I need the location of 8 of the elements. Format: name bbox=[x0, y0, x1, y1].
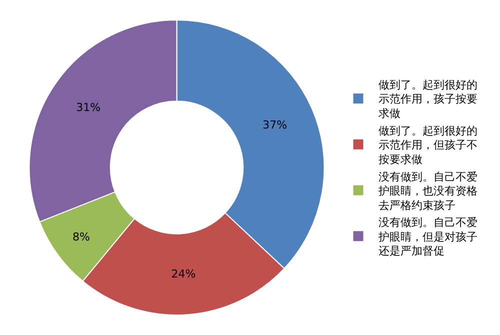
legend-label: 没有做到。自己不爱护眼睛，但是对孩子还是严加督促 bbox=[377, 216, 478, 258]
legend-label: 做到了。起到很好的示范作用，孩子按要求做 bbox=[378, 78, 478, 120]
legend-label: 做到了。起到很好的示范作用，但孩子不按要求做 bbox=[378, 124, 478, 166]
data-label: 24% bbox=[171, 268, 196, 281]
data-label: 37% bbox=[262, 118, 288, 132]
data-label: 8% bbox=[72, 230, 90, 244]
data-label: 31% bbox=[76, 100, 101, 114]
legend-label: 没有做到。自己不爱护眼睛，也没有资格去严格约束孩子 bbox=[377, 170, 478, 212]
